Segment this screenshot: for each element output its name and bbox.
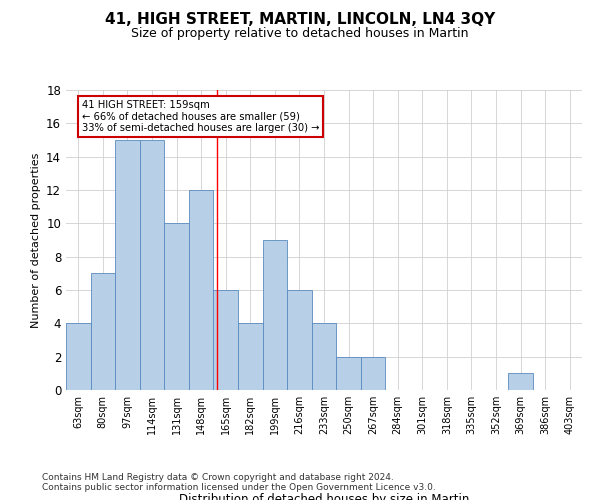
Text: Contains public sector information licensed under the Open Government Licence v3: Contains public sector information licen… [42,484,436,492]
Bar [164,224,189,390]
Text: 41 HIGH STREET: 159sqm
← 66% of detached houses are smaller (59)
33% of semi-det: 41 HIGH STREET: 159sqm ← 66% of detached… [82,100,319,133]
Bar [66,324,91,390]
Bar [140,140,164,390]
Text: 41, HIGH STREET, MARTIN, LINCOLN, LN4 3QY: 41, HIGH STREET, MARTIN, LINCOLN, LN4 3Q… [105,12,495,28]
Bar [238,324,263,390]
Bar [312,324,336,390]
Text: Size of property relative to detached houses in Martin: Size of property relative to detached ho… [131,28,469,40]
Text: Contains HM Land Registry data © Crown copyright and database right 2024.: Contains HM Land Registry data © Crown c… [42,474,394,482]
Y-axis label: Number of detached properties: Number of detached properties [31,152,41,328]
Bar [115,140,140,390]
Bar [189,190,214,390]
Bar [508,374,533,390]
Bar [336,356,361,390]
Bar [214,290,238,390]
Bar [91,274,115,390]
Bar [287,290,312,390]
Bar [263,240,287,390]
X-axis label: Distribution of detached houses by size in Martin: Distribution of detached houses by size … [179,492,469,500]
Bar [361,356,385,390]
